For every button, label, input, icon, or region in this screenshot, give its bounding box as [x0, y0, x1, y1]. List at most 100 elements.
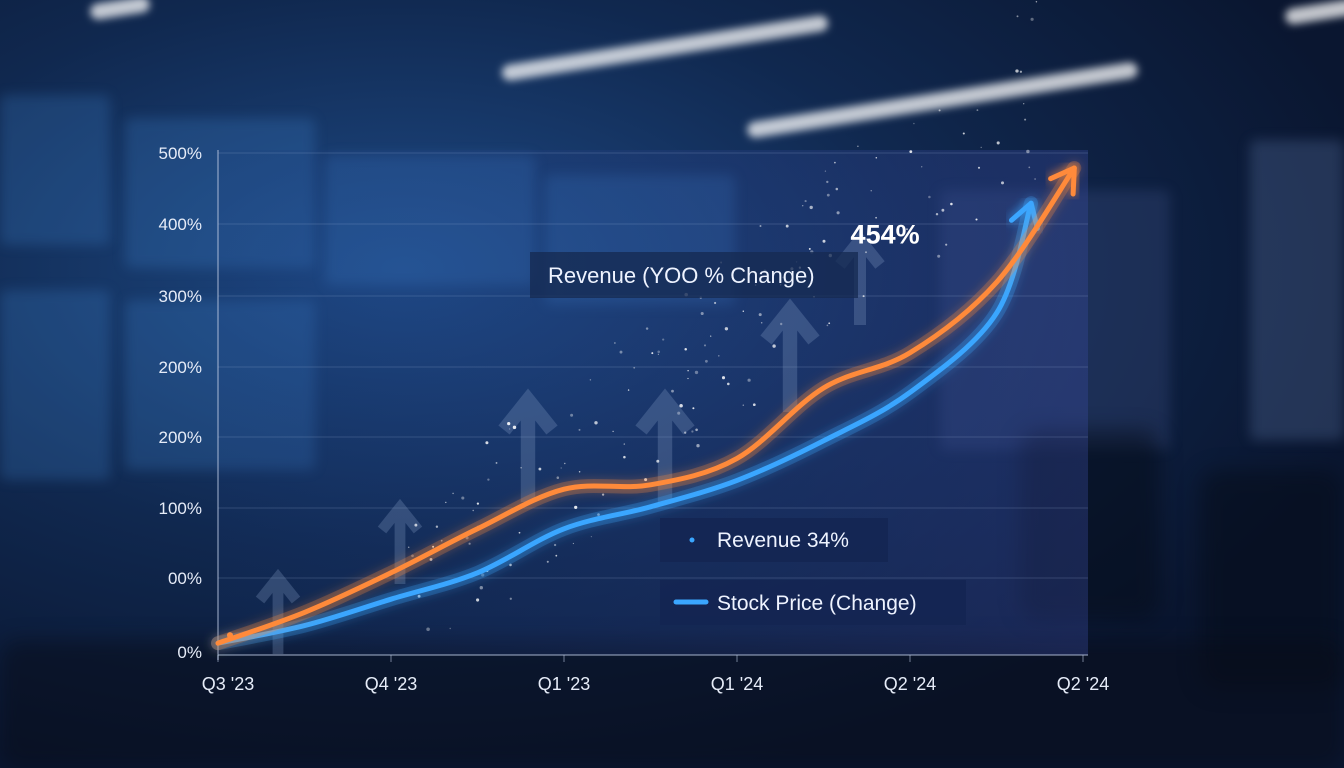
particle — [687, 370, 689, 372]
particle — [875, 216, 877, 219]
particle — [862, 295, 865, 298]
particle — [578, 428, 581, 431]
legend-label-stock-price: Stock Price (Change) — [717, 592, 917, 615]
plot-area — [218, 150, 1088, 655]
particle — [476, 502, 480, 505]
particle — [512, 425, 517, 430]
particle — [804, 200, 807, 203]
revenue-line-start-point — [227, 632, 233, 639]
particle — [826, 324, 829, 327]
background-monitor — [0, 290, 110, 480]
particle — [546, 560, 549, 563]
particle — [835, 187, 839, 191]
y-tick-label: 400% — [159, 215, 202, 234]
particle — [407, 546, 410, 548]
particle — [435, 525, 439, 528]
particle — [1001, 181, 1004, 185]
particle — [538, 467, 542, 471]
gridlines — [218, 152, 1088, 579]
particle — [461, 496, 465, 500]
particle — [696, 444, 700, 448]
particle — [928, 195, 931, 199]
particle — [449, 627, 451, 630]
particle — [935, 212, 939, 216]
particle — [487, 478, 490, 481]
y-tick-label: 200% — [159, 428, 202, 447]
y-tick-label: 200% — [159, 358, 202, 377]
legend-box — [660, 518, 888, 562]
particle — [518, 531, 521, 534]
particle — [662, 338, 665, 341]
particle — [875, 157, 878, 159]
particle — [703, 344, 707, 347]
particle — [975, 218, 978, 221]
particle — [601, 493, 605, 496]
particle — [677, 411, 681, 415]
particle — [950, 202, 953, 206]
annotation-label: 454% — [851, 219, 920, 249]
particle — [937, 254, 941, 258]
particle — [1019, 70, 1023, 73]
particle — [980, 146, 982, 149]
legend-marker-revenue — [689, 537, 695, 543]
particle — [906, 228, 908, 230]
particle — [909, 150, 913, 154]
particle — [401, 682, 404, 686]
particle — [495, 461, 498, 464]
series-lines — [211, 161, 1082, 651]
revenue-line-arrowhead — [1048, 165, 1077, 197]
particle — [718, 355, 720, 357]
particle — [938, 109, 941, 112]
particle — [578, 470, 581, 473]
particle — [612, 430, 614, 433]
title-box: Revenue (YOO % Change) — [530, 252, 858, 298]
particle — [721, 376, 726, 380]
particle — [695, 428, 698, 432]
particle — [772, 344, 776, 348]
particle — [445, 501, 447, 504]
particle — [692, 407, 695, 410]
y-tick-labels: 0% 00% 100% 200% 200% 300% 400% 500% — [159, 144, 202, 662]
particle — [996, 141, 1000, 145]
particle — [509, 597, 512, 600]
particle — [808, 247, 811, 250]
particle — [553, 543, 557, 547]
particle — [476, 598, 480, 602]
particle — [727, 382, 730, 386]
particle — [759, 225, 762, 227]
background-arrow — [498, 388, 558, 502]
particle — [747, 378, 751, 382]
particle — [485, 441, 489, 445]
particle — [826, 180, 829, 184]
legend: Revenue 34% Stock Price (Change) — [660, 518, 966, 625]
particle — [977, 166, 981, 169]
legend-label-revenue: Revenue 34% — [717, 529, 849, 552]
particle — [913, 122, 915, 125]
particle — [1023, 103, 1025, 105]
particle — [684, 431, 687, 434]
particle — [834, 161, 836, 164]
particle — [945, 243, 948, 246]
particle — [556, 476, 560, 479]
particle — [633, 366, 636, 369]
particle — [1034, 178, 1037, 180]
particle — [752, 403, 756, 407]
particle — [687, 377, 689, 380]
particle — [560, 467, 562, 469]
particle — [826, 193, 830, 197]
x-tick-label: Q1 '23 — [538, 674, 590, 694]
particle — [1028, 166, 1031, 169]
particle — [1015, 69, 1019, 73]
x-tick-label: Q1 '24 — [711, 674, 763, 694]
particle — [941, 208, 945, 212]
x-tick-labels: Q3 '23 Q4 '23 Q1 '23 Q1 '24 Q2 '24 Q2 '24 — [202, 655, 1109, 694]
particle — [508, 428, 511, 430]
particle — [684, 348, 687, 351]
particle — [564, 462, 566, 465]
particle — [1016, 15, 1019, 18]
particle — [645, 327, 649, 330]
background-monitor — [0, 95, 110, 245]
particle — [614, 342, 616, 344]
